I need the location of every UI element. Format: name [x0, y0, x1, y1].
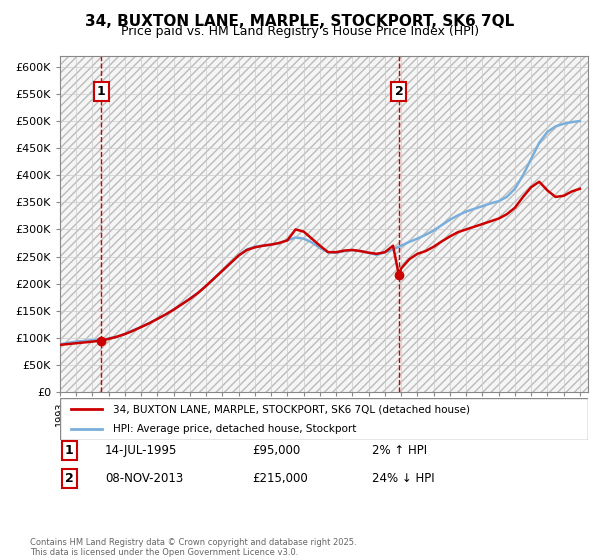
- Text: 08-NOV-2013: 08-NOV-2013: [105, 472, 183, 486]
- Text: 24% ↓ HPI: 24% ↓ HPI: [372, 472, 434, 486]
- Text: Contains HM Land Registry data © Crown copyright and database right 2025.
This d: Contains HM Land Registry data © Crown c…: [30, 538, 356, 557]
- Text: 2% ↑ HPI: 2% ↑ HPI: [372, 444, 427, 458]
- Text: 14-JUL-1995: 14-JUL-1995: [105, 444, 178, 458]
- Text: 1: 1: [97, 85, 106, 98]
- Text: 1: 1: [65, 444, 73, 458]
- Text: 34, BUXTON LANE, MARPLE, STOCKPORT, SK6 7QL: 34, BUXTON LANE, MARPLE, STOCKPORT, SK6 …: [85, 14, 515, 29]
- Text: Price paid vs. HM Land Registry's House Price Index (HPI): Price paid vs. HM Land Registry's House …: [121, 25, 479, 38]
- Text: 2: 2: [65, 472, 73, 486]
- Text: £95,000: £95,000: [252, 444, 300, 458]
- Text: £215,000: £215,000: [252, 472, 308, 486]
- Text: 34, BUXTON LANE, MARPLE, STOCKPORT, SK6 7QL (detached house): 34, BUXTON LANE, MARPLE, STOCKPORT, SK6 …: [113, 404, 470, 414]
- Text: 2: 2: [395, 85, 403, 98]
- Bar: [60, 56, 588, 392]
- Text: HPI: Average price, detached house, Stockport: HPI: Average price, detached house, Stoc…: [113, 424, 356, 434]
